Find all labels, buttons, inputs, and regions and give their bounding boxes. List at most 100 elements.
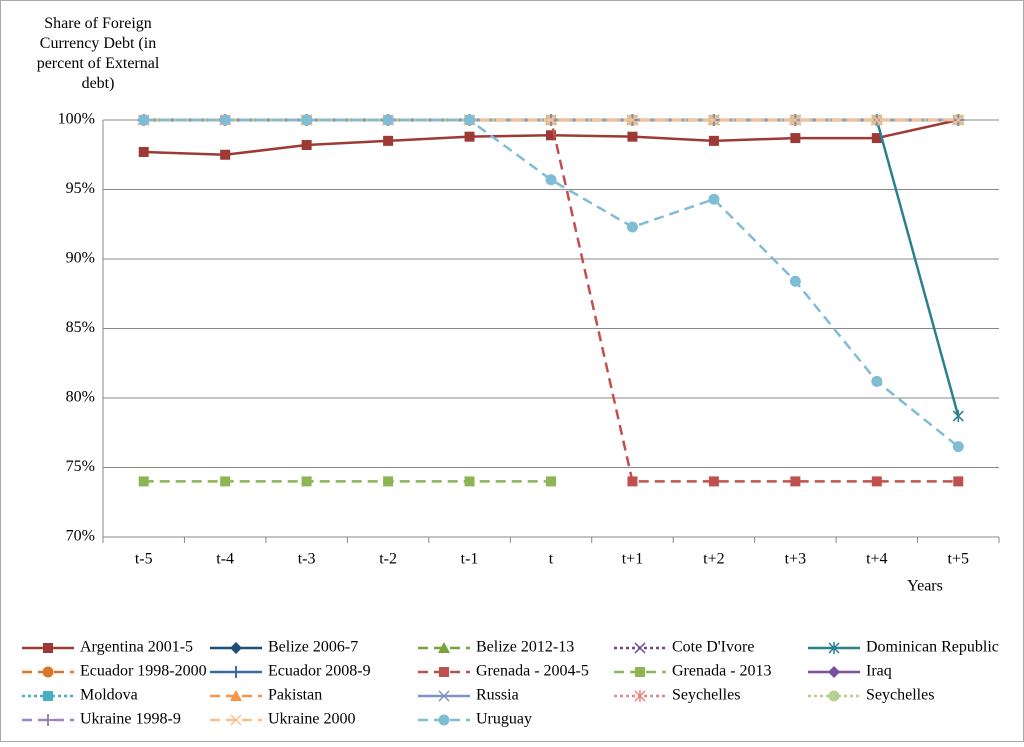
marker	[952, 410, 964, 423]
legend-label: Dominican Republic	[866, 639, 999, 656]
legend-label: Ecuador 2008-9	[268, 663, 371, 680]
marker	[627, 476, 638, 487]
marker	[708, 476, 719, 487]
marker	[828, 690, 840, 702]
legend-label: Pakistan	[268, 687, 322, 704]
marker	[138, 476, 149, 487]
marker	[952, 114, 964, 126]
marker	[43, 691, 53, 701]
legend-label: Belize 2006-7	[268, 639, 358, 656]
marker	[545, 174, 557, 186]
marker	[464, 131, 475, 142]
marker	[220, 476, 231, 487]
series-line	[143, 118, 960, 448]
marker	[627, 131, 638, 142]
y-tick-label: 75%	[66, 458, 95, 475]
marker	[952, 441, 964, 453]
marker	[464, 114, 476, 126]
x-tick-label: t+4	[866, 551, 887, 568]
series-line	[143, 118, 959, 483]
marker	[301, 140, 312, 151]
series	[138, 476, 556, 487]
y-tick-label: 85%	[66, 319, 95, 336]
y-tick-label: 90%	[66, 250, 95, 267]
series	[138, 115, 964, 487]
marker	[230, 690, 242, 701]
marker	[438, 714, 450, 726]
marker	[828, 642, 840, 654]
marker	[545, 114, 557, 126]
series	[138, 114, 964, 423]
legend-label: Iraq	[866, 663, 892, 680]
legend-label: Ukraine 2000	[268, 711, 356, 728]
series	[138, 114, 964, 453]
x-tick-label: t+3	[785, 551, 806, 568]
y-tick-label: 100%	[58, 111, 95, 128]
x-tick-label: t	[549, 551, 554, 568]
marker	[953, 476, 964, 487]
legend-label: Grenada - 2013	[672, 663, 772, 680]
x-tick-label: t+2	[703, 551, 724, 568]
marker	[626, 221, 638, 233]
legend-label: Grenada - 2004-5	[476, 663, 589, 680]
marker	[789, 114, 801, 126]
marker	[634, 690, 646, 702]
x-tick-label: t-1	[461, 551, 479, 568]
marker	[301, 476, 312, 487]
legend-label: Belize 2012-13	[476, 639, 574, 656]
marker	[708, 114, 720, 126]
marker	[464, 476, 475, 487]
x-axis-title: Years	[907, 578, 943, 595]
marker	[438, 690, 450, 702]
legend-label: Ecuador 1998-2000	[80, 663, 207, 680]
marker	[219, 114, 231, 126]
marker	[230, 666, 242, 678]
y-tick-label: 70%	[66, 528, 95, 545]
marker	[789, 275, 801, 287]
marker	[708, 193, 720, 205]
legend-label: Russia	[476, 687, 519, 704]
legend-label: Seychelles	[866, 687, 934, 704]
marker	[383, 476, 394, 487]
marker	[634, 642, 646, 654]
marker	[828, 666, 840, 678]
marker	[871, 133, 882, 144]
marker	[230, 642, 242, 654]
y-axis-title: Share of Foreign Currency Debt (in perce…	[36, 15, 160, 92]
marker	[439, 667, 449, 677]
legend-label: Uruguay	[476, 711, 532, 728]
marker	[138, 146, 149, 157]
marker	[546, 130, 556, 141]
marker	[43, 643, 53, 653]
marker	[871, 375, 883, 387]
marker	[138, 114, 150, 126]
marker	[42, 714, 54, 726]
marker	[42, 666, 54, 678]
legend-label: Ukraine 1998-9	[80, 711, 181, 728]
marker	[626, 114, 638, 126]
x-tick-label: t-2	[379, 551, 397, 568]
legend-label: Seychelles	[672, 687, 740, 704]
x-tick-label: t-5	[135, 551, 153, 568]
y-tick-label: 80%	[66, 389, 95, 406]
x-tick-label: t-3	[298, 551, 316, 568]
y-tick-label: 95%	[66, 180, 95, 197]
marker	[382, 114, 394, 126]
marker	[635, 667, 645, 677]
marker	[790, 133, 801, 144]
x-tick-label: t-4	[216, 551, 234, 568]
marker	[871, 114, 883, 126]
legend-label: Moldova	[80, 687, 138, 704]
marker	[790, 476, 801, 487]
marker	[546, 476, 556, 487]
legend-label: Cote D'Ivore	[672, 639, 754, 656]
marker	[230, 714, 242, 726]
legend-label: Argentina 2001-5	[80, 639, 193, 656]
marker	[871, 476, 882, 487]
marker	[708, 135, 719, 146]
x-tick-label: t+1	[622, 551, 643, 568]
marker	[383, 135, 394, 146]
